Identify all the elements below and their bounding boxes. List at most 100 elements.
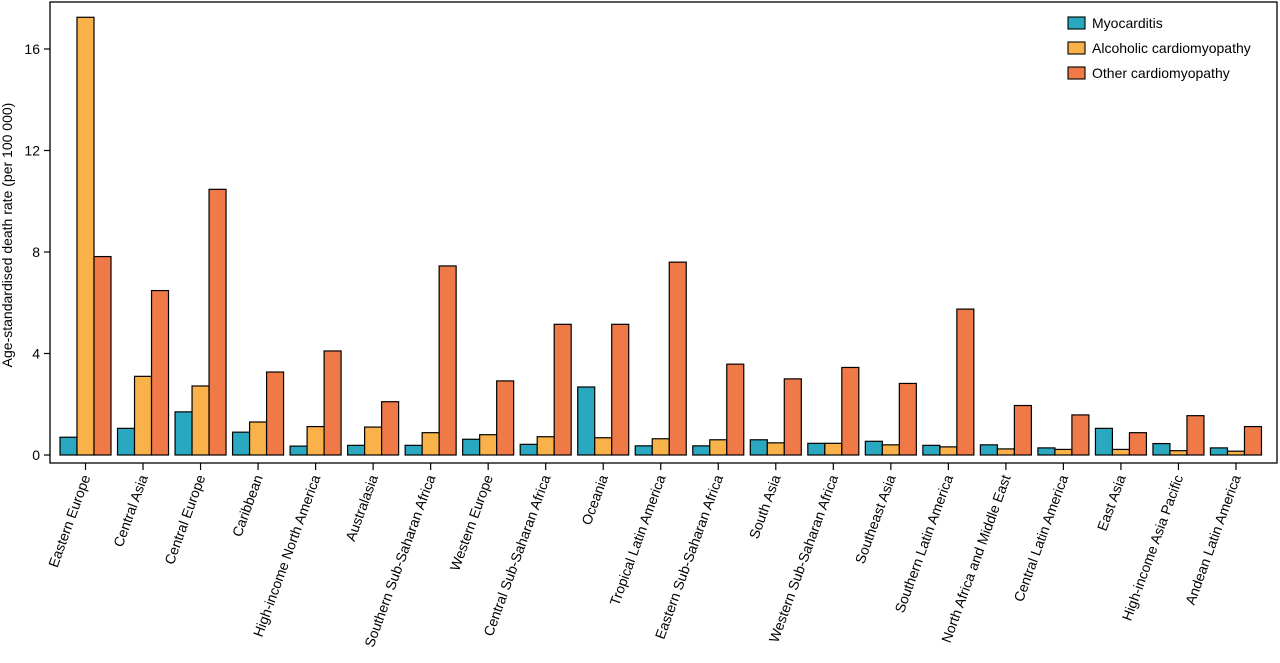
y-tick-label: 16: [24, 41, 40, 57]
legend-label: Alcoholic cardiomyopathy: [1092, 40, 1251, 56]
legend-swatch: [1067, 16, 1086, 30]
bar-alcoholic-cardiomyopathy: [594, 437, 613, 456]
bar-other-cardiomyopathy: [496, 380, 515, 456]
bar-alcoholic-cardiomyopathy: [1226, 450, 1246, 456]
x-tick-label: Andean Latin America: [1182, 472, 1244, 606]
plot-frame: [49, 1, 1278, 464]
bar-myocarditis: [807, 442, 826, 456]
bar-myocarditis: [174, 411, 193, 456]
x-tick-label: Tropical Latin America: [606, 472, 668, 607]
bar-myocarditis: [59, 436, 78, 456]
x-tick-label: South Asia: [746, 472, 784, 541]
x-tick-label: Australasia: [342, 472, 381, 543]
bars-layer: [59, 16, 1263, 456]
bar-myocarditis: [1094, 427, 1114, 456]
bar-alcoholic-cardiomyopathy: [1169, 450, 1188, 456]
bar-alcoholic-cardiomyopathy: [133, 375, 153, 456]
bar-alcoholic-cardiomyopathy: [651, 438, 670, 456]
bar-alcoholic-cardiomyopathy: [248, 421, 268, 456]
bar-other-cardiomyopathy: [1013, 404, 1032, 456]
legend-label: Other cardiomyopathy: [1092, 65, 1230, 81]
bar-myocarditis: [692, 445, 711, 456]
y-tick-label: 0: [32, 447, 40, 463]
bar-myocarditis: [231, 431, 251, 456]
bar-myocarditis: [922, 444, 941, 456]
legend-swatch: [1067, 66, 1086, 80]
bar-other-cardiomyopathy: [208, 188, 227, 456]
bar-alcoholic-cardiomyopathy: [824, 442, 843, 456]
bar-other-cardiomyopathy: [553, 323, 572, 456]
bar-alcoholic-cardiomyopathy: [709, 439, 728, 456]
bar-other-cardiomyopathy: [1186, 415, 1205, 456]
y-axis-title: Age-standardised death rate (per 100 000…: [0, 103, 15, 368]
x-tick-label: Eastern Europe: [45, 472, 93, 569]
x-tick-label: Caribbean: [229, 473, 266, 539]
bar-myocarditis: [116, 427, 136, 456]
bar-myocarditis: [749, 439, 768, 456]
y-tick-label: 4: [32, 346, 40, 362]
bar-myocarditis: [1152, 442, 1171, 456]
bar-myocarditis: [519, 443, 538, 456]
x-tick-label: Central Asia: [110, 472, 151, 549]
bar-alcoholic-cardiomyopathy: [76, 16, 95, 456]
bar-other-cardiomyopathy: [1128, 432, 1148, 456]
bar-myocarditis: [347, 444, 366, 456]
bar-other-cardiomyopathy: [323, 350, 342, 456]
x-tick-label: Western Sub-Saharan Africa: [765, 472, 841, 644]
x-tick-label: Oceania: [578, 472, 611, 527]
x-tick-label: High-income Asia Pacific: [1119, 473, 1187, 623]
x-tick-label: Eastern Sub-Saharan Africa: [652, 472, 726, 641]
bar-myocarditis: [577, 386, 596, 456]
x-axis: Eastern Europe Central Asia Central Europe…: [45, 463, 1244, 649]
x-tick-label: Central Europe: [161, 472, 208, 566]
legend: Myocarditis Alcoholic cardiomyopathy Other…: [1067, 15, 1251, 81]
bar-alcoholic-cardiomyopathy: [1111, 448, 1131, 456]
bar-alcoholic-cardiomyopathy: [536, 436, 555, 456]
y-tick-label: 8: [32, 244, 40, 260]
x-tick-label: North Africa and Middle East: [938, 472, 1014, 644]
bar-other-cardiomyopathy: [1243, 425, 1263, 456]
bar-alcoholic-cardiomyopathy: [364, 426, 383, 456]
bar-myocarditis: [404, 444, 423, 456]
bar-myocarditis: [1209, 447, 1229, 456]
y-tick-label: 12: [24, 143, 40, 159]
bar-alcoholic-cardiomyopathy: [306, 425, 325, 456]
bar-myocarditis: [634, 445, 653, 456]
bar-alcoholic-cardiomyopathy: [1054, 448, 1073, 456]
x-tick-label: Southern Latin America: [891, 472, 956, 614]
bar-other-cardiomyopathy: [438, 265, 457, 456]
bar-other-cardiomyopathy: [841, 366, 860, 456]
bar-other-cardiomyopathy: [783, 378, 802, 456]
bar-alcoholic-cardiomyopathy: [191, 385, 210, 456]
bar-other-cardiomyopathy: [150, 289, 170, 456]
bar-other-cardiomyopathy: [265, 371, 285, 456]
x-tick-label: High-income North America: [250, 472, 324, 639]
y-axis: 0 4 8 12 16: [24, 41, 50, 463]
bar-alcoholic-cardiomyopathy: [939, 446, 958, 456]
bar-alcoholic-cardiomyopathy: [766, 442, 785, 456]
legend-swatch: [1067, 41, 1086, 55]
bar-other-cardiomyopathy: [1071, 414, 1090, 456]
bar-myocarditis: [864, 440, 883, 456]
x-tick-label: Southeast Asia: [852, 472, 899, 565]
bar-other-cardiomyopathy: [93, 255, 112, 456]
bar-other-cardiomyopathy: [381, 401, 400, 456]
x-tick-label: Central Latin America: [1010, 472, 1071, 603]
x-tick-label: Central Sub-Saharan Africa: [480, 472, 553, 638]
legend-label: Myocarditis: [1092, 15, 1163, 31]
bar-other-cardiomyopathy: [668, 261, 687, 456]
bar-other-cardiomyopathy: [956, 308, 975, 456]
bar-myocarditis: [289, 445, 308, 456]
bar-myocarditis: [979, 444, 998, 456]
bar-alcoholic-cardiomyopathy: [996, 448, 1015, 456]
bar-myocarditis: [462, 438, 481, 456]
bar-other-cardiomyopathy: [726, 363, 745, 456]
x-tick-label: East Asia: [1094, 472, 1129, 533]
bar-myocarditis: [1037, 447, 1056, 456]
bar-alcoholic-cardiomyopathy: [421, 432, 440, 456]
bar-alcoholic-cardiomyopathy: [881, 444, 900, 456]
bar-alcoholic-cardiomyopathy: [479, 434, 498, 456]
bar-other-cardiomyopathy: [611, 323, 630, 456]
bar-other-cardiomyopathy: [898, 382, 917, 456]
